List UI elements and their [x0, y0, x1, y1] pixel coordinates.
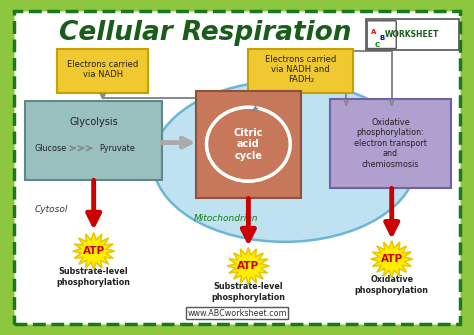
Text: ATP: ATP — [381, 254, 403, 264]
Text: Glucose: Glucose — [35, 144, 67, 153]
Text: Oxidative
phosphorylation: Oxidative phosphorylation — [355, 275, 428, 294]
Polygon shape — [228, 248, 269, 284]
Text: Citric
acid
cycle: Citric acid cycle — [234, 128, 263, 161]
Text: Glycolysis: Glycolysis — [69, 118, 118, 128]
FancyBboxPatch shape — [26, 101, 162, 180]
Text: ATP: ATP — [82, 246, 105, 256]
FancyBboxPatch shape — [57, 49, 148, 93]
Text: B: B — [379, 35, 385, 41]
Polygon shape — [371, 241, 413, 278]
FancyBboxPatch shape — [196, 91, 301, 198]
Text: Substrate-level
phosphorylation: Substrate-level phosphorylation — [211, 282, 285, 302]
FancyBboxPatch shape — [367, 21, 396, 49]
Text: Cytosol: Cytosol — [35, 205, 68, 214]
FancyBboxPatch shape — [330, 99, 451, 188]
FancyBboxPatch shape — [248, 49, 353, 93]
Ellipse shape — [153, 81, 417, 242]
Text: Mitochondrion: Mitochondrion — [194, 214, 258, 223]
Text: Electrons carried
via NADH and
FADH₂: Electrons carried via NADH and FADH₂ — [265, 55, 337, 84]
Text: Electrons carried
via NADH: Electrons carried via NADH — [67, 60, 138, 79]
Text: A: A — [371, 28, 377, 35]
Text: Substrate-level
phosphorylation: Substrate-level phosphorylation — [57, 267, 131, 286]
Text: WORKSHEET: WORKSHEET — [385, 30, 439, 39]
Text: Cellular Respiration: Cellular Respiration — [59, 20, 351, 46]
Text: Oxidative
phosphorylation:
electron transport
and
chemiosmosis: Oxidative phosphorylation: electron tran… — [354, 118, 427, 169]
FancyBboxPatch shape — [366, 19, 459, 50]
Text: ATP: ATP — [237, 261, 259, 271]
FancyBboxPatch shape — [14, 11, 460, 324]
Polygon shape — [73, 232, 115, 270]
Text: Pyruvate: Pyruvate — [99, 144, 135, 153]
Text: www.ABCworksheet.com: www.ABCworksheet.com — [187, 309, 287, 318]
Text: C: C — [375, 42, 380, 48]
